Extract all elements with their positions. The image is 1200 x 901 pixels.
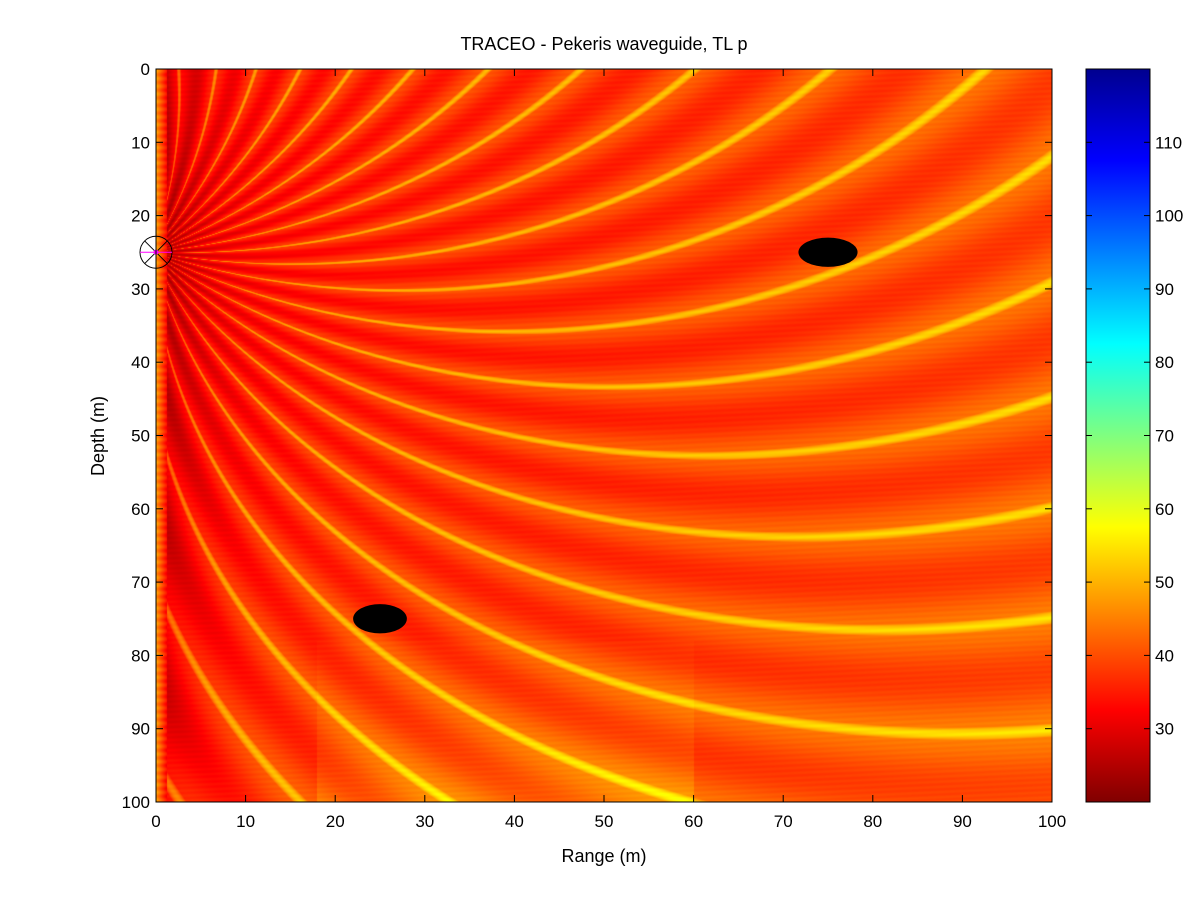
colorbar-tick-label: 80 [1155,353,1174,372]
colorbar-gradient [1085,68,1151,803]
colorbar-tick-label: 60 [1155,500,1174,519]
y-axis-label: Depth (m) [88,396,108,476]
x-axis: 0 10 20 30 40 50 60 70 80 90 100 [151,69,1066,831]
y-tick-label: 60 [131,500,150,519]
x-tick-label: 0 [151,812,160,831]
objects-layer [353,237,858,634]
y-tick-label: 20 [131,207,150,226]
y-tick-label: 0 [141,60,150,79]
colorbar-tick-label: 40 [1155,646,1174,665]
colorbar-tick-label: 90 [1155,280,1174,299]
colorbar: 30 40 50 60 70 80 90 100 110 [1085,68,1183,803]
y-tick-label: 30 [131,280,150,299]
x-tick-label: 70 [774,812,793,831]
y-tick-label: 40 [131,353,150,372]
object-ellipse [353,604,407,634]
colorbar-ticks: 30 40 50 60 70 80 90 100 110 [1086,133,1183,739]
x-tick-label: 50 [595,812,614,831]
y-tick-label: 10 [131,133,150,152]
colorbar-tick-label: 110 [1155,133,1182,152]
y-axis: 0 10 20 30 40 50 60 70 80 90 100 [122,60,1052,812]
x-tick-label: 80 [863,812,882,831]
y-tick-label: 100 [122,793,150,812]
object-ellipse [798,237,858,267]
chart-title: TRACEO - Pekeris waveguide, TL p [460,34,747,54]
colorbar-tick-label: 30 [1155,720,1174,739]
colorbar-tick-label: 50 [1155,573,1174,592]
x-tick-label: 20 [326,812,345,831]
y-tick-label: 70 [131,573,150,592]
x-tick-label: 10 [236,812,255,831]
x-tick-label: 40 [505,812,524,831]
y-tick-label: 90 [131,720,150,739]
heatmap [156,69,1052,802]
x-tick-label: 60 [684,812,703,831]
x-axis-label: Range (m) [561,846,646,866]
x-tick-label: 30 [415,812,434,831]
x-tick-label: 100 [1038,812,1066,831]
colorbar-tick-label: 100 [1155,207,1183,226]
y-tick-label: 80 [131,646,150,665]
y-tick-label: 50 [131,427,150,446]
colorbar-tick-label: 70 [1155,427,1174,446]
x-tick-label: 90 [953,812,972,831]
